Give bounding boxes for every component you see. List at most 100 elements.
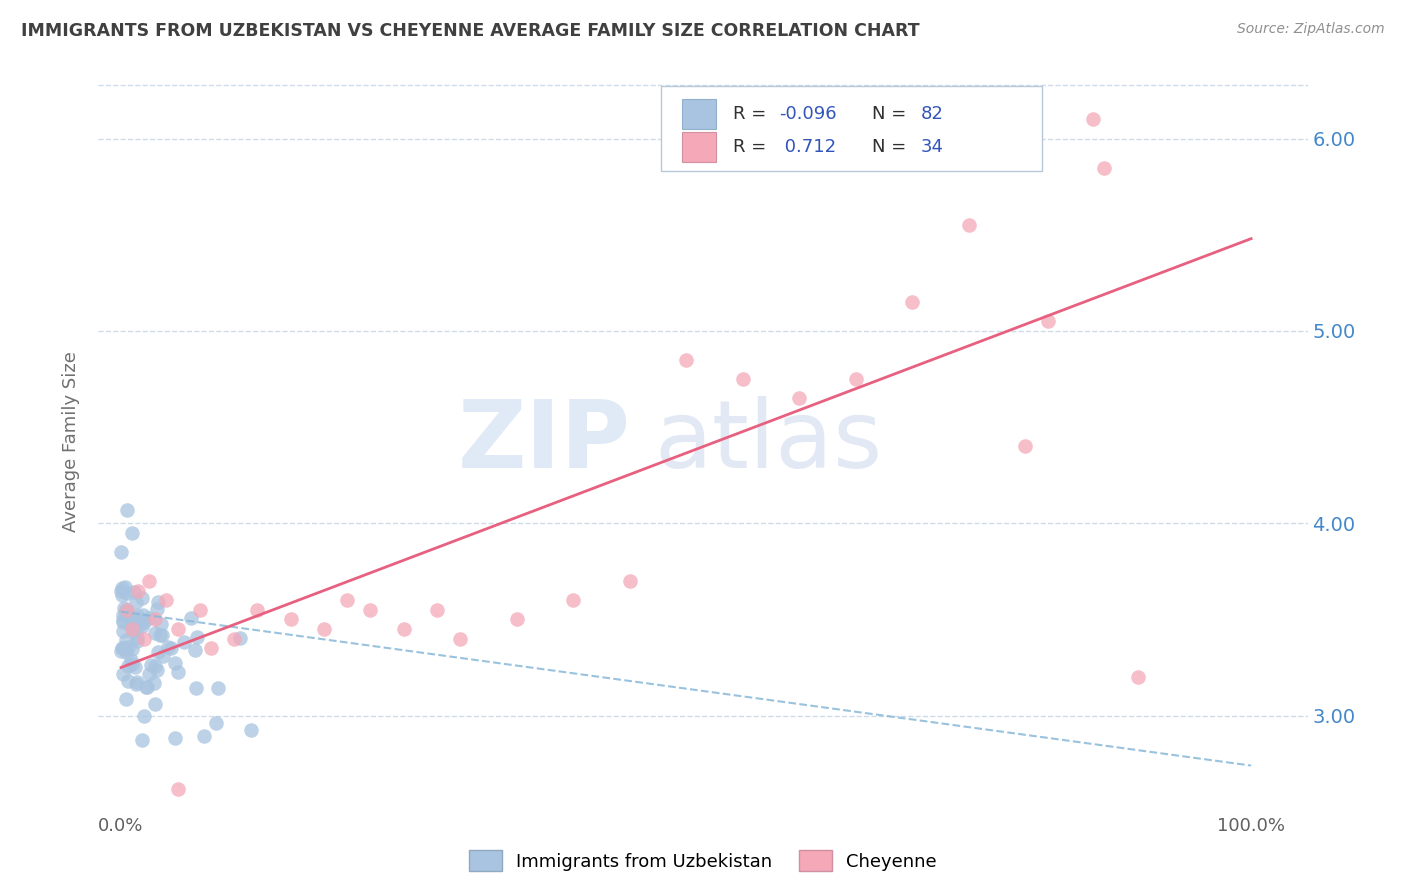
Point xyxy=(146,601,169,615)
Point xyxy=(131,614,153,628)
Point xyxy=(239,723,262,738)
Point xyxy=(173,634,195,648)
Text: R =: R = xyxy=(734,105,772,123)
Point xyxy=(787,391,810,405)
Point xyxy=(155,593,177,607)
Point xyxy=(124,660,146,674)
Point xyxy=(111,608,134,623)
Point xyxy=(146,595,169,609)
Point xyxy=(121,657,143,671)
Point xyxy=(117,674,139,689)
Point xyxy=(1081,112,1104,127)
Bar xyxy=(682,100,716,129)
Point xyxy=(184,642,207,657)
Bar xyxy=(661,87,1042,171)
Point xyxy=(120,615,142,629)
Point xyxy=(449,632,471,646)
Point xyxy=(110,584,132,599)
Point xyxy=(131,732,153,747)
Point xyxy=(314,622,336,636)
Bar xyxy=(682,132,716,161)
Point xyxy=(127,675,149,690)
Point xyxy=(426,603,449,617)
Point xyxy=(122,610,145,624)
Text: 34: 34 xyxy=(921,138,943,156)
Point xyxy=(112,615,135,629)
Point xyxy=(138,667,160,681)
Point xyxy=(957,218,980,232)
Point xyxy=(112,640,135,655)
Text: -0.096: -0.096 xyxy=(779,105,837,123)
Point xyxy=(205,716,228,731)
Point xyxy=(112,667,135,681)
Point xyxy=(359,603,381,617)
Point xyxy=(193,729,215,743)
Point xyxy=(121,525,143,540)
Point xyxy=(180,610,202,624)
Y-axis label: Average Family Size: Average Family Size xyxy=(62,351,80,532)
Point xyxy=(115,503,138,517)
Point xyxy=(146,645,169,659)
Text: N =: N = xyxy=(872,105,912,123)
Point xyxy=(163,656,186,670)
Point xyxy=(145,659,167,673)
Text: atlas: atlas xyxy=(655,395,883,488)
Point xyxy=(127,619,149,633)
Point xyxy=(280,612,302,626)
Point xyxy=(562,593,585,607)
Point xyxy=(121,624,143,639)
Point xyxy=(121,622,143,636)
Point xyxy=(110,545,132,559)
Point xyxy=(163,731,186,746)
Point xyxy=(125,630,148,644)
Point xyxy=(132,632,155,646)
Text: N =: N = xyxy=(872,138,912,156)
Point xyxy=(115,633,138,648)
Legend: Immigrants from Uzbekistan, Cheyenne: Immigrants from Uzbekistan, Cheyenne xyxy=(463,843,943,879)
Point xyxy=(135,680,157,694)
Point xyxy=(166,781,188,796)
Point xyxy=(127,607,149,622)
Point xyxy=(188,603,211,617)
Point xyxy=(152,648,174,663)
Point xyxy=(150,628,173,642)
Point xyxy=(127,633,149,648)
Point xyxy=(901,295,924,310)
Point xyxy=(184,681,207,695)
Point xyxy=(125,677,148,691)
Point xyxy=(143,612,166,626)
Point xyxy=(117,606,139,620)
Text: 82: 82 xyxy=(921,105,943,123)
Point xyxy=(110,644,132,658)
Point xyxy=(120,619,142,633)
Point xyxy=(115,586,138,600)
Point xyxy=(132,615,155,629)
Text: 0.712: 0.712 xyxy=(779,138,837,156)
Point xyxy=(117,659,139,673)
Point xyxy=(619,574,641,588)
Point xyxy=(111,613,134,627)
Point xyxy=(675,352,697,367)
Point xyxy=(167,665,190,679)
Point xyxy=(111,588,134,602)
Point xyxy=(138,610,160,624)
Point xyxy=(246,603,269,617)
Point xyxy=(135,680,157,694)
Point xyxy=(200,641,222,656)
Point xyxy=(115,692,138,706)
Point xyxy=(1036,314,1059,328)
Point xyxy=(1126,670,1149,684)
Point xyxy=(149,628,172,642)
Point xyxy=(1014,439,1036,453)
Point xyxy=(115,605,138,619)
Text: ZIP: ZIP xyxy=(457,395,630,488)
Point xyxy=(111,581,134,595)
Point xyxy=(125,595,148,609)
Point xyxy=(138,574,160,588)
Point xyxy=(186,630,208,644)
Point xyxy=(117,640,139,654)
Point xyxy=(142,675,165,690)
Point xyxy=(143,697,166,711)
Point xyxy=(127,583,149,598)
Point xyxy=(122,584,145,599)
